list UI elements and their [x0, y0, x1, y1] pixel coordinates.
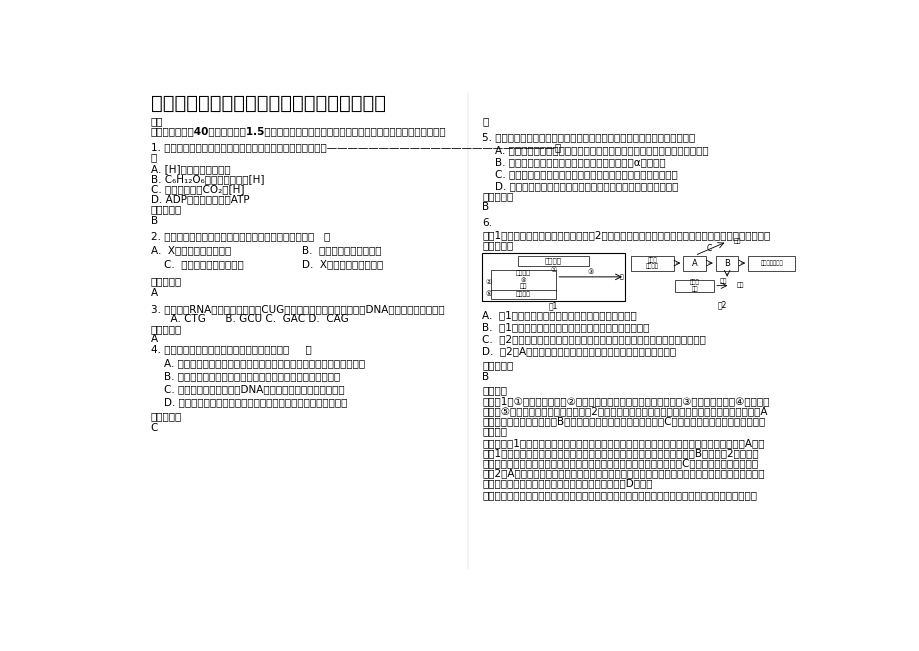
- Text: A.  图1表明该生态系统中的食物链共包括两个营养级: A. 图1表明该生态系统中的食物链共包括两个营养级: [482, 311, 636, 320]
- Text: 【分析】: 【分析】: [482, 385, 506, 395]
- Bar: [630, 256, 673, 271]
- Bar: [715, 256, 738, 271]
- Bar: [747, 256, 794, 271]
- Text: B. 在胚胎移植时，让供体母牛口服促性腺激素茶超数排卵处理: B. 在胚胎移植时，让供体母牛口服促性腺激素茶超数排卵处理: [151, 371, 339, 381]
- Text: 4. 现代生物科技中，下列处理或操作正确的是（     ）: 4. 现代生物科技中，下列处理或操作正确的是（ ）: [151, 344, 311, 354]
- Text: 1. 下列有氧呼吸的反应阶段中，不发生在线粒体中的过程只有——————————————————————（: 1. 下列有氧呼吸的反应阶段中，不发生在线粒体中的过程只有———————————…: [151, 142, 561, 152]
- Text: B: B: [482, 202, 489, 212]
- Text: B.  图1中所有生物生产的有机物能量都最终来源于太阳能: B. 图1中所有生物生产的有机物能量都最终来源于太阳能: [482, 322, 649, 332]
- Text: 参考答案：: 参考答案：: [151, 411, 182, 421]
- Text: ；图1中所有生物生产的有机物能量都根据来都来源于生产者固定的太阳能，B正确；图2中能量传: ；图1中所有生物生产的有机物能量都根据来都来源于生产者固定的太阳能，B正确；图2…: [482, 449, 758, 458]
- Text: ④: ④: [520, 277, 526, 283]
- Text: 图2: 图2: [717, 300, 726, 309]
- Text: 【点题】解答本题的关键是掌握生态系统的物质循环和能量流动的相关知识点，能够根据图形分析图: 【点题】解答本题的关键是掌握生态系统的物质循环和能量流动的相关知识点，能够根据图…: [482, 491, 756, 501]
- Text: 呼吸: 呼吸: [720, 279, 727, 284]
- Text: 【详解】图1表明该生态系统中碳元素可以通过植物流向动物，但不能说明只含有两个营养级，A错误: 【详解】图1表明该生态系统中碳元素可以通过植物流向动物，但不能说明只含有两个营养…: [482, 439, 764, 449]
- Text: A. 人体处于低血糖状态时，主要通过增加胰高血糖素的分泌使血糖恢复正常: A. 人体处于低血糖状态时，主要通过增加胰高血糖素的分泌使血糖恢复正常: [482, 145, 708, 155]
- Text: 能量和未被利用的能量（储存于生物体内的能量），D错误。: 能量和未被利用的能量（储存于生物体内的能量），D错误。: [482, 478, 652, 489]
- Text: 无机环境: 无机环境: [544, 258, 562, 264]
- Text: B: B: [723, 258, 730, 268]
- Text: 北京肖林中学高二生物上学期期末试卷含解析: 北京肖林中学高二生物上学期期末试卷含解析: [151, 94, 385, 113]
- Text: B. C₆H₁₂O₆分解为丙酮酸和[H]: B. C₆H₁₂O₆分解为丙酮酸和[H]: [151, 174, 264, 184]
- Text: 体: 体: [619, 274, 623, 280]
- Text: 一、: 一、: [151, 116, 163, 126]
- Text: D. 人体组织胰上若缺乏就岛素受体，可能导致细胞减低摄取血糖: D. 人体组织胰上若缺乏就岛素受体，可能导致细胞减低摄取血糖: [482, 181, 678, 191]
- Bar: [683, 256, 705, 271]
- Text: A: A: [691, 258, 697, 268]
- Text: ①: ①: [550, 267, 556, 273]
- Text: ②: ②: [485, 279, 492, 285]
- Text: 分析图1，①表示光合作用，②表示碳元素在食物链（网）中的传递，③表示呼吸作用，④表示分解: 分析图1，①表示光合作用，②表示碳元素在食物链（网）中的传递，③表示呼吸作用，④…: [482, 396, 768, 406]
- Text: 略: 略: [482, 116, 488, 126]
- Text: 化石燃料: 化石燃料: [516, 292, 530, 298]
- Text: 参考答案：: 参考答案：: [482, 361, 513, 370]
- Text: 表示该营养级同化的能量；B表示用于生长、发育和繁殖的能量；C表示呼吸作用中以热能的形式散失: 表示该营养级同化的能量；B表示用于生长、发育和繁殖的能量；C表示呼吸作用中以热能…: [482, 417, 765, 426]
- Bar: [517, 256, 588, 266]
- Text: 选择题（本题共40小题，每小题1.5分。在每小题给出的四个选项中，只有一项是符合题目要求的。）: 选择题（本题共40小题，每小题1.5分。在每小题给出的四个选项中，只有一项是符合…: [151, 126, 446, 136]
- Text: 如图1为某生态系统的碳循环示意图，图2表示在该生态系统中，能量流经第二营养级的示意图，相关叙: 如图1为某生态系统的碳循环示意图，图2表示在该生态系统中，能量流经第二营养级的示…: [482, 230, 769, 240]
- Text: A. 把目的基因导入鸡的受精卵，待培养成早期胚胎后再移植到母鸡体内: A. 把目的基因导入鸡的受精卵，待培养成早期胚胎后再移植到母鸡体内: [151, 358, 364, 368]
- Text: 参考答案：: 参考答案：: [151, 204, 182, 214]
- Text: 初级消
费者摄入: 初级消 费者摄入: [645, 257, 658, 269]
- Text: B.  常染色体上的隐性基因: B. 常染色体上的隐性基因: [301, 245, 381, 255]
- Text: 2. 父亲患病，女儿也一定患病，那么该病的致病基因是（   ）: 2. 父亲患病，女儿也一定患病，那么该病的致病基因是（ ）: [151, 231, 330, 241]
- Text: D.  图2中A表示初级消费者同化的能量，即储存于生物体内的能量: D. 图2中A表示初级消费者同化的能量，即储存于生物体内的能量: [482, 346, 675, 356]
- Bar: [675, 280, 713, 292]
- Text: 散失: 散失: [732, 239, 741, 244]
- Text: A. CTG      B. GCU C.  GAC D.  CAG: A. CTG B. GCU C. GAC D. CAG: [151, 314, 348, 324]
- Text: C: C: [151, 423, 158, 433]
- Text: 3. 一个转运RNA一端的碱基序列是CUG，则它搬运的氨基酸所对应的DNA模板链的碱基序列是: 3. 一个转运RNA一端的碱基序列是CUG，则它搬运的氨基酸所对应的DNA模板链…: [151, 304, 444, 314]
- Bar: [490, 290, 556, 299]
- Text: 作用，⑤表示化石燃料的燃烧。分析图2：图示表示能量流经某生态系统第二营养级的示意图，其中A: 作用，⑤表示化石燃料的燃烧。分析图2：图示表示能量流经某生态系统第二营养级的示意…: [482, 406, 766, 417]
- Text: D. 用人工薄膜包裹植物组织培养得到的愈伤组织，制备人工种子: D. 用人工薄膜包裹植物组织培养得到的愈伤组织，制备人工种子: [151, 397, 346, 408]
- Text: 分解者
利用: 分解者 利用: [689, 279, 698, 292]
- Text: B: B: [482, 372, 489, 382]
- Text: A.  X染色体上的显性基因: A. X染色体上的显性基因: [151, 245, 231, 255]
- Text: 图1: 图1: [549, 301, 558, 310]
- Text: B. 人体存长期处于高血糖状态，可能原因是胰岛α细胞受损: B. 人体存长期处于高血糖状态，可能原因是胰岛α细胞受损: [482, 157, 665, 167]
- Text: 次级消费者摄入: 次级消费者摄入: [759, 260, 782, 266]
- Bar: [482, 253, 624, 301]
- Text: ⑤: ⑤: [485, 292, 492, 298]
- Text: 参考答案：: 参考答案：: [151, 277, 182, 286]
- Text: 述正确的是: 述正确的是: [482, 240, 513, 251]
- Text: C: C: [706, 244, 711, 253]
- Text: ）: ）: [151, 152, 157, 162]
- Text: 6.: 6.: [482, 219, 492, 229]
- Text: A. [H]传递给氧气生成水: A. [H]传递给氧气生成水: [151, 164, 230, 174]
- Text: A: A: [151, 334, 157, 344]
- Text: C. 将目的基因导入叶绿体DNA上，防止目的基因随花粉逃逸: C. 将目的基因导入叶绿体DNA上，防止目的基因随花粉逃逸: [151, 384, 344, 395]
- Text: 散失: 散失: [736, 283, 743, 288]
- Text: D.  X染色体上的隐性基因: D. X染色体上的隐性基因: [301, 259, 383, 269]
- Text: 参考答案：: 参考答案：: [482, 191, 513, 201]
- Text: B: B: [151, 216, 157, 226]
- Text: 的能量。: 的能量。: [482, 426, 506, 437]
- Text: C. 丙酮酸分解为CO₂和[H]: C. 丙酮酸分解为CO₂和[H]: [151, 184, 244, 195]
- Text: C.  图2中能量传递效率的计算方法为次级消费者摄入量除以初级消费者摄入量: C. 图2中能量传递效率的计算方法为次级消费者摄入量除以初级消费者摄入量: [482, 334, 705, 344]
- Text: ③: ③: [587, 269, 593, 275]
- Text: D. ADP与磷酸结合形成ATP: D. ADP与磷酸结合形成ATP: [151, 195, 249, 204]
- Text: C.  常染色体上的显性基因: C. 常染色体上的显性基因: [151, 259, 244, 269]
- Text: 参考答案：: 参考答案：: [151, 324, 182, 334]
- Text: A: A: [151, 288, 157, 298]
- Text: 绿色植物: 绿色植物: [516, 271, 530, 277]
- Text: ，图2中A表示初级消费者同化的能量，包括呼吸消耗的能量、流入下一营养级的能量、分解者利用的: ，图2中A表示初级消费者同化的能量，包括呼吸消耗的能量、流入下一营养级的能量、分…: [482, 469, 764, 478]
- Text: 5. 血糖平衡对维持机体正常生命活动具有重要作用，下列相关叙述错误的是: 5. 血糖平衡对维持机体正常生命活动具有重要作用，下列相关叙述错误的是: [482, 132, 695, 142]
- Text: C. 胰岛素可通过促进脂肪细胞摄取和利用葡萄糖来降低血糖浓度: C. 胰岛素可通过促进脂肪细胞摄取和利用葡萄糖来降低血糖浓度: [482, 169, 677, 179]
- Text: 递效率的计算方法为次级消费者固定的能量除以初级消费者固定的能量，C错误；根据以上分析已知: 递效率的计算方法为次级消费者固定的能量除以初级消费者固定的能量，C错误；根据以上…: [482, 458, 757, 469]
- Bar: [490, 270, 556, 291]
- Text: 动物: 动物: [519, 283, 527, 289]
